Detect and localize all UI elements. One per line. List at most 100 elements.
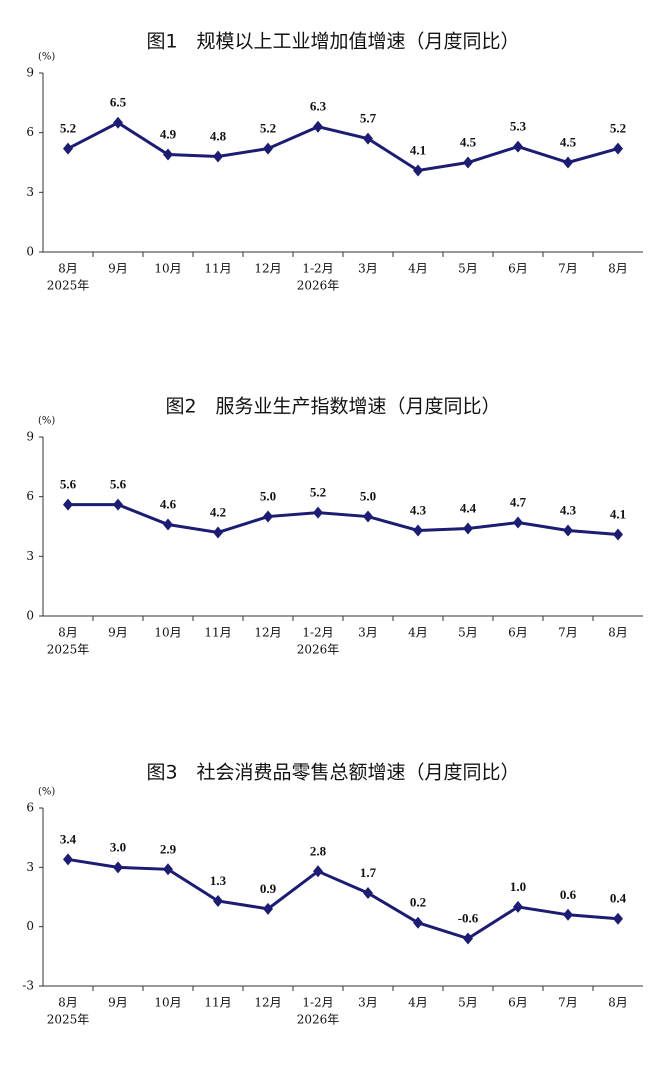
data-label: 0.6: [560, 887, 577, 902]
x-tick-label: 10月: [154, 626, 181, 640]
data-point: [263, 510, 273, 523]
x-tick-label: 7月: [558, 996, 578, 1010]
data-label: 5.2: [260, 121, 276, 136]
x-tick-label: 9月: [108, 626, 128, 640]
data-point: [213, 526, 223, 539]
y-unit: (%): [38, 787, 55, 798]
data-label: 6.3: [310, 99, 327, 114]
y-tick-label: 9: [26, 430, 34, 444]
data-label: 4.7: [510, 495, 527, 510]
data-label: 2.8: [310, 843, 327, 858]
data-point: [113, 116, 123, 129]
x-tick-label: 8月: [58, 262, 78, 276]
x-tick-label: 3月: [358, 626, 378, 640]
data-point: [413, 524, 423, 537]
y-tick-label: 0: [26, 609, 34, 623]
data-label: 6.5: [110, 95, 127, 110]
data-point: [463, 522, 473, 535]
y-tick-label: 0: [26, 245, 34, 259]
series-line: [67, 120, 619, 173]
x-sublabel: 2026年: [297, 643, 340, 657]
data-point: [163, 148, 173, 161]
data-label: 5.6: [110, 477, 127, 492]
x-tick-label: 1-2月: [302, 996, 333, 1010]
data-point: [113, 861, 123, 874]
data-label: 4.5: [460, 134, 477, 149]
data-label: 5.7: [360, 111, 377, 126]
data-label: 4.1: [410, 142, 426, 157]
data-point: [63, 853, 73, 866]
y-tick-label: -3: [22, 979, 34, 993]
data-label: 0.2: [410, 895, 426, 910]
x-sublabel: 2025年: [47, 279, 90, 293]
chart-title: 图2 服务业生产指数增速（月度同比）: [165, 396, 500, 418]
data-label: 5.6: [60, 477, 77, 492]
data-point: [413, 916, 423, 929]
y-unit: (%): [38, 416, 55, 427]
x-tick-label: 1-2月: [302, 262, 333, 276]
data-point: [263, 142, 273, 155]
data-label: 5.2: [310, 485, 326, 500]
x-tick-label: 11月: [204, 996, 231, 1010]
data-label: 4.3: [560, 502, 577, 517]
data-label: 4.2: [210, 504, 226, 519]
x-tick-label: 6月: [508, 262, 528, 276]
data-label: 4.9: [160, 127, 177, 142]
x-tick-label: 9月: [108, 262, 128, 276]
data-point: [213, 894, 223, 907]
x-tick-label: 4月: [408, 626, 428, 640]
data-point: [363, 887, 373, 900]
data-point: [313, 506, 323, 519]
x-sublabel: 2026年: [297, 279, 340, 293]
x-tick-label: 8月: [608, 262, 628, 276]
data-point: [63, 498, 73, 511]
chart-title: 图3 社会消费品零售总额增速（月度同比）: [146, 762, 519, 784]
data-label: 4.5: [560, 134, 577, 149]
y-tick-label: 3: [26, 185, 34, 199]
data-point: [263, 902, 273, 915]
data-point: [313, 120, 323, 133]
x-tick-label: 12月: [254, 996, 281, 1010]
data-point: [113, 498, 123, 511]
chart-title: 图1 规模以上工业增加值增速（月度同比）: [146, 31, 519, 53]
x-sublabel: 2025年: [47, 643, 90, 657]
data-point: [563, 156, 573, 169]
y-tick-label: 3: [26, 549, 34, 563]
data-point: [363, 510, 373, 523]
x-tick-label: 5月: [458, 626, 478, 640]
data-label: 4.6: [160, 496, 177, 511]
data-point: [363, 132, 373, 145]
data-label: 0.9: [260, 881, 277, 896]
data-point: [613, 142, 623, 155]
x-tick-label: 12月: [254, 262, 281, 276]
data-point: [463, 932, 473, 945]
x-tick-label: 10月: [154, 996, 181, 1010]
data-point: [213, 150, 223, 163]
data-point: [563, 524, 573, 537]
data-label: 3.4: [60, 831, 77, 846]
y-tick-label: 6: [26, 801, 34, 815]
series-line: [67, 857, 619, 941]
x-tick-label: 4月: [408, 262, 428, 276]
data-point: [563, 908, 573, 921]
x-tick-label: 6月: [508, 626, 528, 640]
x-tick-label: 5月: [458, 996, 478, 1010]
x-tick-label: 6月: [508, 996, 528, 1010]
data-label: 5.2: [610, 121, 626, 136]
data-label: 4.4: [460, 500, 477, 515]
data-label: 4.8: [210, 129, 227, 144]
data-point: [613, 912, 623, 925]
x-tick-label: 7月: [558, 262, 578, 276]
data-label: 5.2: [60, 121, 76, 136]
x-tick-label: 5月: [458, 262, 478, 276]
data-label: 4.1: [610, 506, 626, 521]
x-tick-label: 8月: [58, 996, 78, 1010]
y-tick-label: 0: [26, 919, 34, 933]
data-point: [513, 516, 523, 529]
data-label: 5.0: [360, 489, 376, 504]
data-point: [163, 518, 173, 531]
x-tick-label: 3月: [358, 262, 378, 276]
data-label: 1.7: [360, 865, 377, 880]
